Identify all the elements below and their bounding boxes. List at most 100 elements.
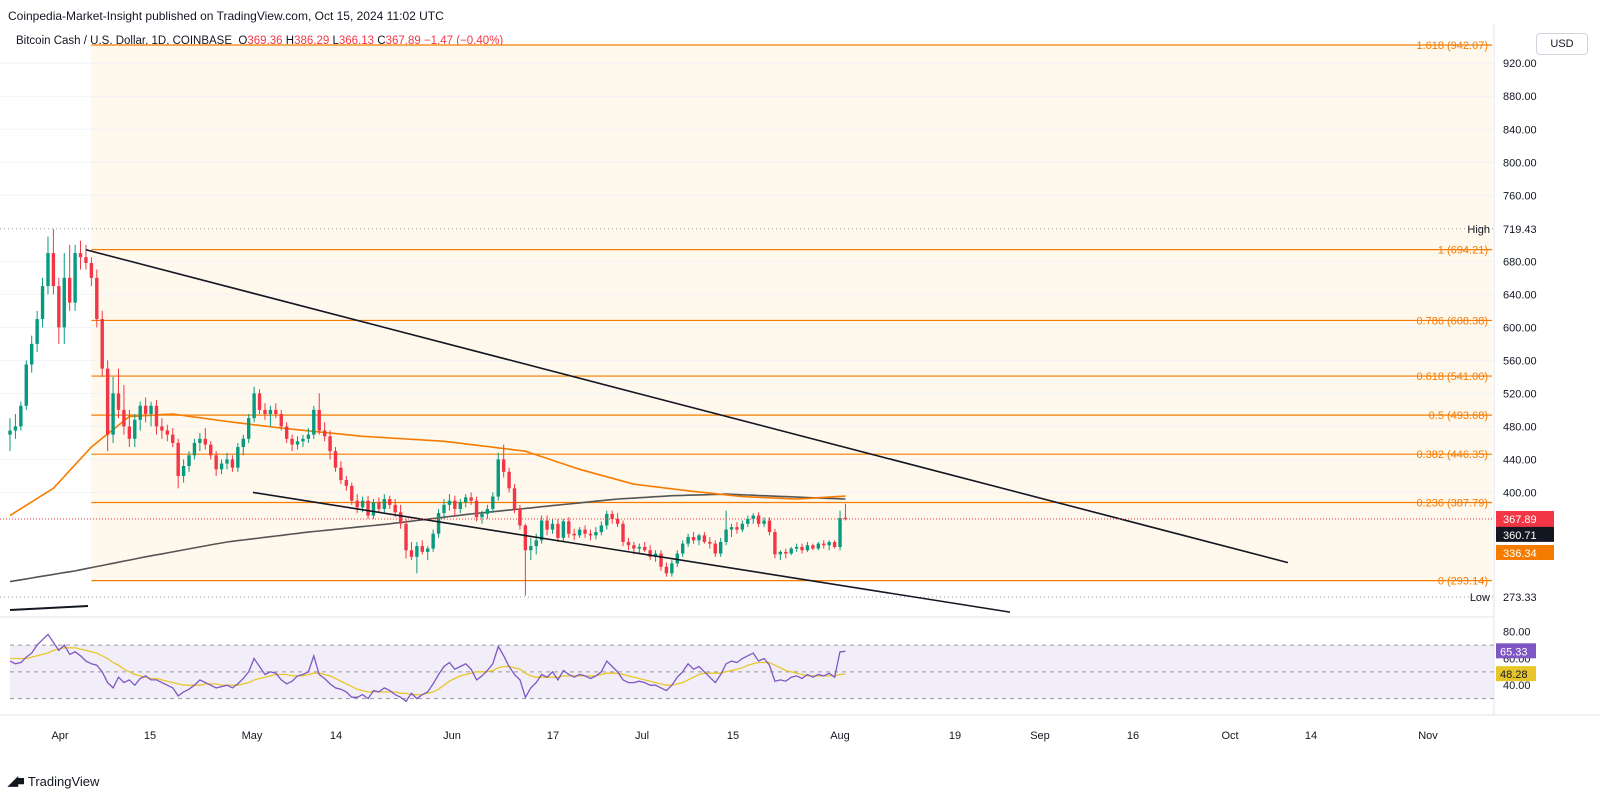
candle-body	[382, 499, 387, 509]
ema50-line	[9, 413, 846, 517]
candle-body	[789, 548, 793, 554]
candle-body	[62, 277, 66, 328]
candle-body	[149, 405, 153, 415]
candle-body	[111, 393, 115, 435]
candle-body	[756, 515, 761, 524]
candle-body	[621, 523, 625, 542]
candle-body	[431, 533, 435, 549]
descending-trendline-upper	[85, 248, 1289, 564]
candle-body	[409, 550, 414, 557]
open-label: O	[238, 35, 248, 47]
candle-body	[290, 438, 294, 445]
candle-body	[762, 520, 766, 524]
candle-body	[214, 455, 218, 470]
candle-body	[474, 500, 479, 518]
candle-body	[122, 409, 126, 427]
candle-body	[436, 513, 441, 534]
candle-body	[480, 513, 484, 518]
fib-background	[91, 45, 1492, 581]
tradingview-brand: TradingView	[27, 773, 100, 789]
candle-body	[241, 438, 245, 448]
descending-trendline-lower	[252, 491, 1011, 613]
candle-body	[664, 566, 669, 574]
candle-body	[681, 543, 685, 554]
price-tick-label: 560.00	[1503, 355, 1537, 367]
time-tick-label: Oct	[1221, 730, 1238, 742]
candle-body	[388, 499, 392, 505]
candle-body	[8, 430, 12, 435]
time-tick-label: Sep	[1030, 730, 1050, 742]
candle-body	[398, 512, 403, 524]
candle-body	[691, 537, 696, 541]
candle-body	[708, 541, 712, 544]
candle-body	[610, 513, 614, 519]
candle-body	[794, 546, 799, 549]
candle-body	[724, 529, 728, 542]
high-value: 386.29	[294, 35, 330, 47]
candle-body	[176, 442, 180, 476]
candle-body	[686, 537, 690, 544]
symbol-name[interactable]: Bitcoin Cash / U.S. Dollar, 1D, COINBASE	[16, 35, 233, 47]
candle-body	[181, 466, 186, 476]
candle-body	[24, 364, 28, 406]
candle-body	[247, 418, 251, 439]
candle-body	[160, 426, 164, 431]
candle-body	[350, 485, 354, 501]
candle-body	[105, 368, 110, 435]
candle-body	[501, 459, 506, 472]
ema50-tag: 336.34	[1503, 548, 1537, 560]
candle-body	[165, 430, 170, 435]
candle-body	[442, 504, 446, 514]
candle-body	[73, 253, 77, 303]
candle-body	[35, 319, 39, 344]
candle-body	[192, 442, 197, 456]
price-chart[interactable]: 1.618 (942.07) 1 (694.21) 0.786 (608.38) 0.…	[0, 0, 1600, 760]
high-value: 719.43	[1503, 224, 1537, 236]
time-tick-label: Nov	[1418, 730, 1438, 742]
candle-body	[420, 546, 424, 552]
candle-body	[404, 523, 408, 551]
candle-body	[219, 463, 224, 470]
price-tick-label: 880.00	[1503, 91, 1537, 103]
candle-body	[729, 527, 734, 530]
fib-level-label: 0.382 (446.35)	[1416, 449, 1488, 461]
low-label: L	[332, 35, 339, 47]
candle-body	[811, 545, 815, 549]
candle-body	[637, 546, 641, 549]
fib-level-label: 0.618 (541.00)	[1416, 371, 1488, 383]
fib-level-label: 0.786 (608.38)	[1416, 315, 1488, 327]
candle-body	[572, 533, 576, 536]
tradingview-logo[interactable]: ◢■ TradingView	[8, 773, 99, 789]
candle-body	[556, 523, 560, 538]
candle-body	[225, 459, 229, 464]
candle-body	[355, 500, 359, 508]
candle-body	[561, 521, 566, 538]
candle-body	[333, 451, 338, 468]
candle-body	[458, 502, 462, 509]
candle-body	[675, 553, 679, 564]
candle-body	[143, 405, 148, 415]
ma200-tag-bg	[1496, 526, 1554, 542]
time-tick-label: 17	[547, 730, 559, 742]
rsi-tick-label: 80.00	[1503, 627, 1531, 639]
candle-body	[89, 262, 94, 278]
fib-level-label: 0 (293.14)	[1438, 576, 1488, 588]
candle-body	[252, 393, 256, 419]
candle-body	[583, 529, 587, 534]
rsi-line	[9, 633, 846, 703]
tradingview-icon: ◢■	[8, 773, 25, 788]
last-price-tag: 367.89	[1503, 514, 1537, 526]
fib-level-label: 1.618 (942.07)	[1416, 40, 1488, 52]
currency-button[interactable]: USD	[1536, 33, 1588, 55]
candle-body	[838, 518, 842, 547]
candle-body	[236, 447, 240, 468]
candle-body	[453, 500, 457, 509]
candle-body	[648, 550, 652, 557]
candle-body	[615, 518, 620, 524]
low-value: 366.13	[338, 35, 375, 47]
time-tick-label: Apr	[51, 730, 68, 742]
candle-body	[529, 546, 533, 551]
rsi-ma-tag-bg	[1496, 666, 1536, 682]
candle-body	[57, 286, 61, 328]
candle-body	[485, 508, 490, 514]
